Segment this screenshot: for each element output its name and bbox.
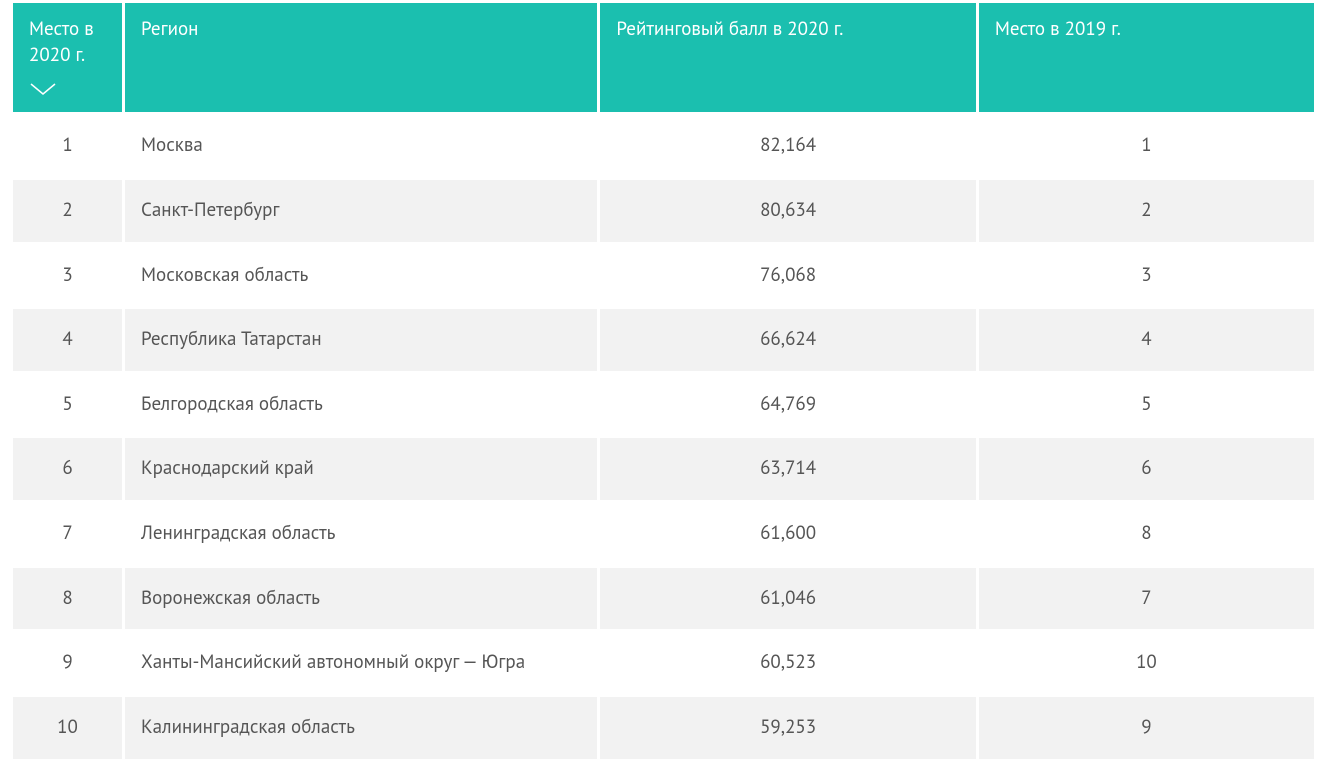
cell-rank-2020: 9 [13,632,122,694]
table-row: 5Белгородская область64,7695 [13,374,1314,436]
cell-rank-2020: 4 [13,309,122,371]
cell-region: Воронежская область [125,568,597,630]
cell-score-2020: 66,624 [600,309,975,371]
cell-rank-2019: 9 [979,697,1314,759]
table-row: 3Московская область76,0683 [13,245,1314,307]
table-row: 1Москва82,1641 [13,115,1314,177]
column-header-label: Рейтинговый балл в 2020 г. [616,17,843,41]
cell-rank-2020: 1 [13,115,122,177]
cell-region: Москва [125,115,597,177]
cell-score-2020: 82,164 [600,115,975,177]
cell-rank-2020: 8 [13,568,122,630]
chevron-down-icon [29,78,57,94]
column-header-region[interactable]: Регион [125,3,597,112]
table-container: Место в 2020 г. Регион Рейтинговый балл … [0,0,1327,762]
table-row: 10Калининградская область59,2539 [13,697,1314,759]
table-row: 9Ханты-Мансийский автономный округ — Югр… [13,632,1314,694]
table-row: 8Воронежская область61,0467 [13,568,1314,630]
cell-score-2020: 61,600 [600,503,975,565]
cell-region: Белгородская область [125,374,597,436]
table-row: 7Ленинградская область61,6008 [13,503,1314,565]
cell-region: Калининградская область [125,697,597,759]
table-row: 6Краснодарский край63,7146 [13,438,1314,500]
table-body: 1Москва82,16412Санкт-Петербург80,63423Мо… [13,115,1314,758]
cell-rank-2020: 10 [13,697,122,759]
cell-rank-2020: 6 [13,438,122,500]
cell-rank-2019: 1 [979,115,1314,177]
column-header-rank-2019[interactable]: Место в 2019 г. [979,3,1314,112]
cell-score-2020: 61,046 [600,568,975,630]
cell-score-2020: 60,523 [600,632,975,694]
rating-table: Место в 2020 г. Регион Рейтинговый балл … [10,0,1317,762]
cell-region: Краснодарский край [125,438,597,500]
cell-rank-2019: 8 [979,503,1314,565]
cell-rank-2020: 3 [13,245,122,307]
cell-rank-2019: 7 [979,568,1314,630]
cell-region: Ленинградская область [125,503,597,565]
cell-rank-2019: 6 [979,438,1314,500]
column-header-rank-2020[interactable]: Место в 2020 г. [13,3,122,112]
cell-rank-2020: 7 [13,503,122,565]
cell-score-2020: 59,253 [600,697,975,759]
cell-rank-2019: 2 [979,180,1314,242]
column-header-label: Регион [141,17,198,41]
column-header-label: Место в 2020 г. [29,17,94,67]
cell-score-2020: 80,634 [600,180,975,242]
column-header-score-2020[interactable]: Рейтинговый балл в 2020 г. [600,3,975,112]
cell-region: Республика Татарстан [125,309,597,371]
cell-rank-2019: 10 [979,632,1314,694]
cell-score-2020: 76,068 [600,245,975,307]
cell-rank-2020: 5 [13,374,122,436]
cell-rank-2019: 4 [979,309,1314,371]
cell-region: Санкт-Петербург [125,180,597,242]
cell-region: Ханты-Мансийский автономный округ — Югра [125,632,597,694]
table-row: 2Санкт-Петербург80,6342 [13,180,1314,242]
cell-score-2020: 64,769 [600,374,975,436]
column-header-label: Место в 2019 г. [995,17,1121,41]
cell-rank-2019: 5 [979,374,1314,436]
cell-rank-2020: 2 [13,180,122,242]
table-row: 4Республика Татарстан66,6244 [13,309,1314,371]
cell-rank-2019: 3 [979,245,1314,307]
table-header: Место в 2020 г. Регион Рейтинговый балл … [13,3,1314,112]
cell-region: Московская область [125,245,597,307]
cell-score-2020: 63,714 [600,438,975,500]
